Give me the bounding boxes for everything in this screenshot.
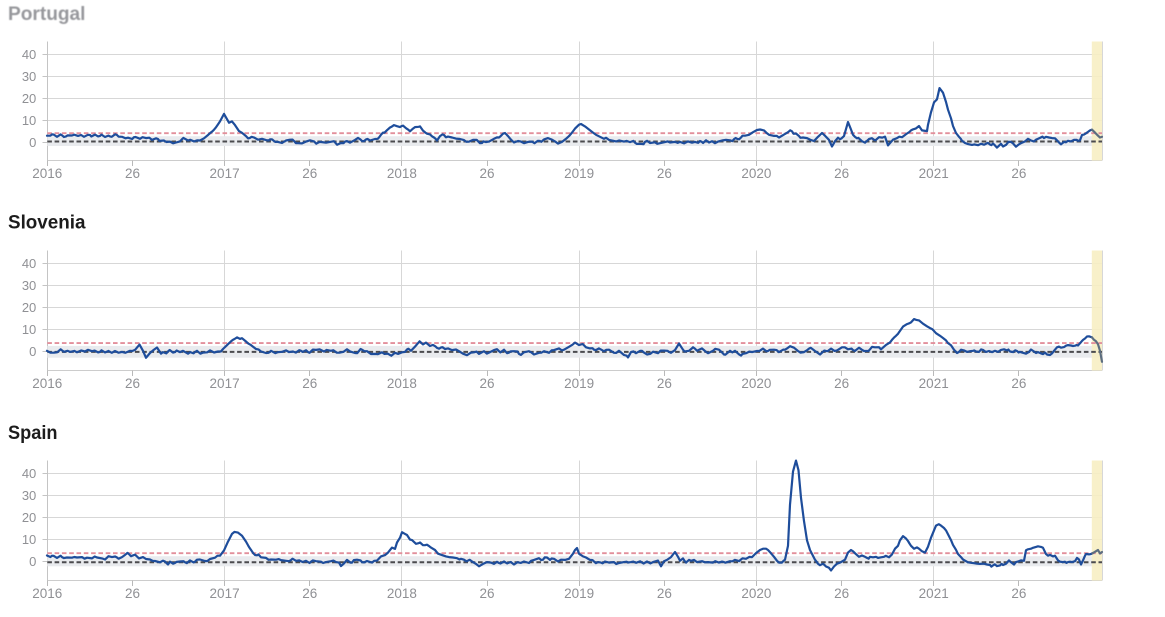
svg-text:2020: 2020 (741, 586, 771, 601)
svg-text:26: 26 (125, 166, 140, 181)
svg-text:20: 20 (22, 510, 36, 525)
svg-text:26: 26 (125, 376, 140, 391)
svg-text:26: 26 (834, 376, 849, 391)
svg-text:40: 40 (22, 47, 36, 62)
svg-text:2016: 2016 (32, 166, 62, 181)
svg-text:30: 30 (22, 278, 36, 293)
svg-text:2019: 2019 (564, 166, 594, 181)
svg-text:2021: 2021 (919, 586, 949, 601)
svg-text:26: 26 (480, 376, 495, 391)
svg-text:10: 10 (22, 322, 36, 337)
svg-text:26: 26 (834, 586, 849, 601)
svg-text:20: 20 (22, 91, 36, 106)
svg-text:0: 0 (29, 344, 36, 359)
svg-text:30: 30 (22, 69, 36, 84)
svg-text:2018: 2018 (387, 376, 417, 391)
svg-text:2018: 2018 (387, 166, 417, 181)
svg-text:26: 26 (125, 586, 140, 601)
svg-text:40: 40 (22, 256, 36, 271)
svg-text:Slovenia: Slovenia (8, 213, 86, 234)
svg-text:30: 30 (22, 488, 36, 503)
svg-text:0: 0 (29, 554, 36, 569)
svg-text:2017: 2017 (210, 166, 240, 181)
svg-text:2020: 2020 (741, 376, 771, 391)
svg-text:2016: 2016 (32, 376, 62, 391)
svg-text:26: 26 (302, 166, 317, 181)
svg-text:40: 40 (22, 466, 36, 481)
svg-text:26: 26 (834, 166, 849, 181)
svg-text:2019: 2019 (564, 376, 594, 391)
svg-text:26: 26 (657, 166, 672, 181)
svg-text:20: 20 (22, 300, 36, 315)
svg-text:26: 26 (657, 586, 672, 601)
svg-text:26: 26 (657, 376, 672, 391)
svg-text:Spain: Spain (8, 423, 58, 444)
svg-text:10: 10 (22, 113, 36, 128)
svg-text:26: 26 (302, 376, 317, 391)
svg-text:2021: 2021 (919, 166, 949, 181)
svg-text:2021: 2021 (919, 376, 949, 391)
svg-text:2016: 2016 (32, 586, 62, 601)
svg-text:26: 26 (1011, 166, 1026, 181)
svg-text:0: 0 (29, 135, 36, 150)
svg-text:2017: 2017 (210, 586, 240, 601)
svg-text:2020: 2020 (741, 166, 771, 181)
svg-text:26: 26 (1011, 586, 1026, 601)
svg-text:2017: 2017 (210, 376, 240, 391)
svg-text:26: 26 (302, 586, 317, 601)
svg-text:10: 10 (22, 532, 36, 547)
svg-text:Portugal: Portugal (8, 4, 86, 25)
svg-text:2019: 2019 (564, 586, 594, 601)
svg-text:26: 26 (480, 586, 495, 601)
svg-text:26: 26 (1011, 376, 1026, 391)
svg-text:26: 26 (480, 166, 495, 181)
svg-text:2018: 2018 (387, 586, 417, 601)
